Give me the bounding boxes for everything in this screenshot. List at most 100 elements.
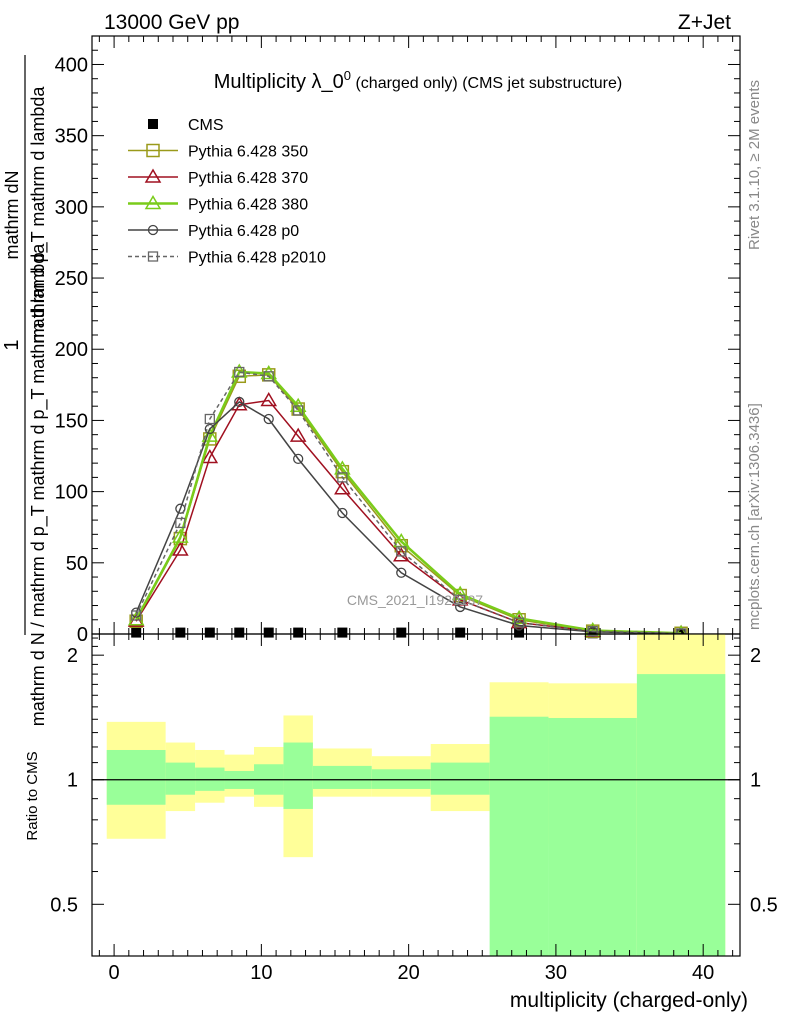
legend-marker	[148, 119, 158, 129]
data-point	[172, 528, 189, 543]
main-panel-frame: 0 50 100 150 200 250 300 350 400	[55, 35, 741, 646]
data-point	[293, 627, 304, 638]
main-title-suffix: (charged only) (CMS jet substructure)	[351, 75, 622, 92]
y-label-line2: mathrm d N / mathrm d p_T mathrm d p_T m…	[28, 243, 49, 726]
mcplots-label: mcplots.cern.ch [arXiv:1306.3436]	[746, 403, 763, 630]
series-5	[131, 366, 687, 639]
main-y-tick-label: 100	[55, 482, 88, 504]
data-point	[201, 448, 219, 464]
ratio-green-band	[312, 765, 372, 789]
main-y-tick-label: 400	[55, 54, 88, 76]
series-line	[135, 370, 682, 635]
legend: CMS Pythia 6.428 350 Pythia 6.428 370 Pythi…	[128, 117, 326, 267]
ratio-panel-frame: 0.5 0.51 12 20 10 20 30 40	[50, 633, 778, 984]
header-left: 13000 GeV pp	[104, 11, 239, 34]
data-point	[131, 627, 142, 638]
data-point	[234, 396, 245, 408]
data-point	[127, 611, 145, 626]
legend-marker	[147, 224, 159, 236]
data-point	[234, 627, 245, 638]
series-line	[135, 371, 682, 635]
main-y-tick-label: 50	[66, 553, 88, 575]
data-point	[263, 627, 274, 638]
ratio-green-band	[106, 749, 166, 805]
main-title: Multiplicity λ_00 (charged only) (CMS je…	[214, 68, 622, 93]
legend-label: Pythia 6.428 380	[188, 197, 308, 214]
data-point	[234, 366, 245, 378]
data-point	[337, 507, 348, 519]
ratio-green-band	[283, 742, 313, 809]
data-point	[334, 460, 351, 475]
ratio-y-label: Ratio to CMS	[24, 751, 41, 840]
rivet-label: Rivet 3.1.10, ≥ 2M events	[746, 80, 763, 250]
legend-marker	[146, 143, 160, 158]
y-label-line1: 1	[1, 339, 23, 350]
ratio-green-band	[165, 762, 196, 795]
data-point	[263, 371, 274, 382]
data-point	[293, 453, 304, 465]
y-label-den: mathrm d p_T mathrm d lambda	[28, 86, 49, 344]
y-label-num: mathrm dN	[2, 170, 22, 259]
data-point	[587, 626, 598, 637]
legend-label: CMS	[188, 117, 224, 134]
ratio-green-band	[430, 762, 490, 795]
legend-marker	[144, 195, 162, 210]
data-point	[172, 541, 189, 556]
data-point	[337, 472, 348, 483]
data-point	[455, 627, 466, 638]
data-point	[260, 364, 278, 380]
x-tick-label: 0	[109, 962, 120, 984]
legend-label: Pythia 6.428 p2010	[188, 250, 326, 267]
data-point	[587, 628, 598, 639]
data-point	[204, 413, 215, 425]
x-tick-label: 10	[250, 962, 272, 984]
ratio-y-tick-label: 0.5	[50, 894, 78, 916]
ratio-green-band	[636, 674, 726, 956]
ratio-y-tick-label: 2	[67, 645, 78, 667]
main-y-tick-label: 250	[55, 268, 88, 290]
data-point	[289, 397, 307, 412]
ratio-y-tick-label-right: 2	[750, 645, 761, 667]
x-tick-label: 30	[545, 962, 567, 984]
main-y-tick-label: 150	[55, 410, 88, 432]
header-right: Z+Jet	[678, 11, 731, 34]
data-point	[289, 427, 307, 442]
main-y-axis-label: 1 mathrm d N / mathrm d p_T mathrm d p_T…	[1, 55, 49, 726]
legend-marker	[144, 168, 162, 183]
x-axis-label: multiplicity (charged-only)	[510, 989, 748, 1012]
data-point	[396, 627, 407, 638]
main-y-tick-label: 300	[55, 197, 88, 219]
data-point	[175, 517, 186, 529]
data-point	[263, 413, 274, 425]
data-point	[337, 627, 348, 638]
data-point	[204, 423, 215, 435]
data-point	[204, 627, 215, 638]
legend-marker	[147, 251, 159, 262]
legend-label: Pythia 6.428 p0	[188, 223, 299, 240]
data-point	[455, 594, 466, 605]
data-point	[175, 627, 186, 638]
data-point	[513, 617, 525, 628]
data-point	[175, 503, 186, 514]
data-point	[173, 531, 188, 546]
x-tick-label: 40	[692, 962, 714, 984]
data-point	[260, 392, 278, 407]
ratio-frame-rect	[91, 633, 741, 957]
ratio-y-tick-label-right: 0.5	[750, 894, 778, 916]
data-point	[396, 567, 407, 578]
analysis-watermark: CMS_2021_I1920187	[347, 592, 483, 608]
ratio-green-band	[371, 769, 431, 789]
data-point	[514, 627, 525, 638]
main-title-text: Multiplicity λ_0	[214, 71, 344, 93]
data-point	[293, 405, 304, 416]
main-title-sup: 0	[344, 68, 351, 83]
ratio-bands	[92, 634, 740, 956]
main-y-tick-label: 200	[55, 339, 88, 361]
main-y-tick-label: 350	[55, 126, 88, 148]
ratio-green-band	[489, 716, 549, 956]
legend-label: Pythia 6.428 370	[188, 170, 308, 187]
x-tick-label: 20	[398, 962, 420, 984]
series-3	[127, 363, 690, 640]
main-series-lines	[127, 363, 690, 641]
